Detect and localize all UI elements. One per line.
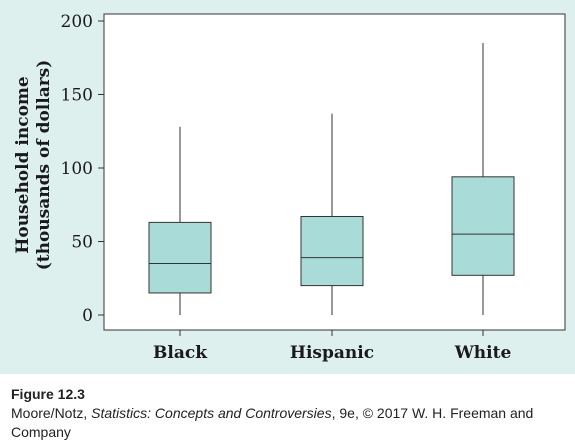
y-tick-label: 100 <box>61 159 93 179</box>
iqr-box <box>148 221 212 294</box>
x-tick-label-hispanic: Hispanic <box>290 343 374 363</box>
box-series <box>148 43 515 315</box>
figure-caption: Figure 12.3 Moore/Notz, Statistics: Conc… <box>11 385 566 442</box>
box-black <box>148 126 212 315</box>
y-axis-title-line2: (thousands of dollars) <box>34 60 54 271</box>
box-white <box>451 43 515 315</box>
y-axis-title-line1: Household income <box>13 76 33 254</box>
chart-panel: 0 50 100 150 200 Black Hispanic White Househol… <box>0 0 575 374</box>
credit-prefix: Moore/Notz, <box>11 405 92 421</box>
figure-label: Figure 12.3 <box>11 386 85 402</box>
figure-credit: Moore/Notz, Statistics: Concepts and Con… <box>11 404 566 442</box>
iqr-box <box>300 216 364 287</box>
x-axis-labels: Black Hispanic White <box>153 330 511 363</box>
x-tick-label-white: White <box>454 343 512 363</box>
credit-title: Statistics: Concepts and Controversies <box>91 405 332 421</box>
x-tick-label-black: Black <box>153 343 208 363</box>
y-tick-label: 50 <box>71 233 93 253</box>
y-axis: 0 50 100 150 200 <box>61 12 104 326</box>
y-tick-label: 200 <box>61 12 93 32</box>
iqr-box <box>451 176 515 276</box>
box-hispanic <box>300 113 364 315</box>
credit-suffix: , 9e, © 2017 W. H. Freeman and Company <box>11 405 534 440</box>
boxplot-chart: 0 50 100 150 200 Black Hispanic White Househol… <box>13 12 566 363</box>
y-tick-label: 150 <box>61 86 93 106</box>
y-tick-label: 0 <box>82 306 93 326</box>
